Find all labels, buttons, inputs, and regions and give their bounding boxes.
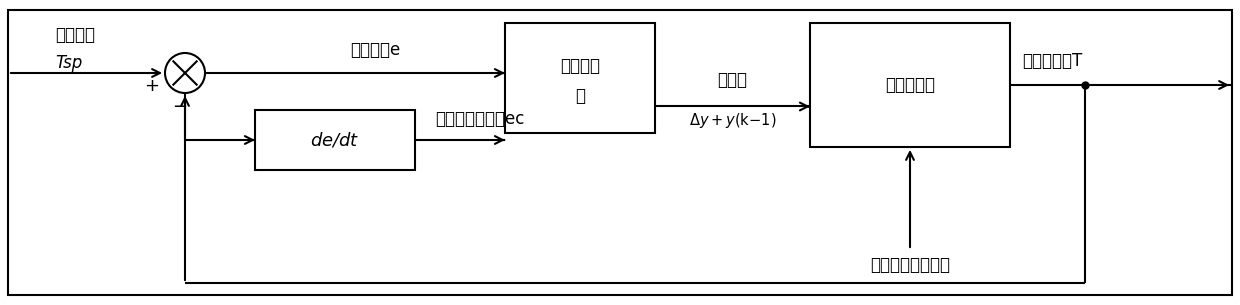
Bar <box>255 110 415 170</box>
Text: de/d$t$: de/d$t$ <box>310 131 360 149</box>
Bar <box>810 23 1011 147</box>
Text: 模糊控制: 模糊控制 <box>560 57 600 75</box>
Text: 温度设定: 温度设定 <box>55 26 95 44</box>
Text: −: − <box>172 98 187 116</box>
Text: 生料、三次风量等: 生料、三次风量等 <box>870 256 950 274</box>
Text: 分解炉温度T: 分解炉温度T <box>1022 52 1083 70</box>
Text: +: + <box>144 77 159 95</box>
Text: $\Delta y + y$(k$-$1): $\Delta y + y$(k$-$1) <box>688 110 776 130</box>
Bar <box>505 23 655 133</box>
Text: 喂煤量: 喂煤量 <box>718 71 748 89</box>
Text: 温度偏差变化率ec: 温度偏差变化率ec <box>435 110 525 128</box>
Text: 水泥分解炉: 水泥分解炉 <box>885 76 935 94</box>
Text: 器: 器 <box>575 87 585 105</box>
Text: Tsp: Tsp <box>55 54 82 72</box>
Text: 温度偏差e: 温度偏差e <box>350 41 401 59</box>
